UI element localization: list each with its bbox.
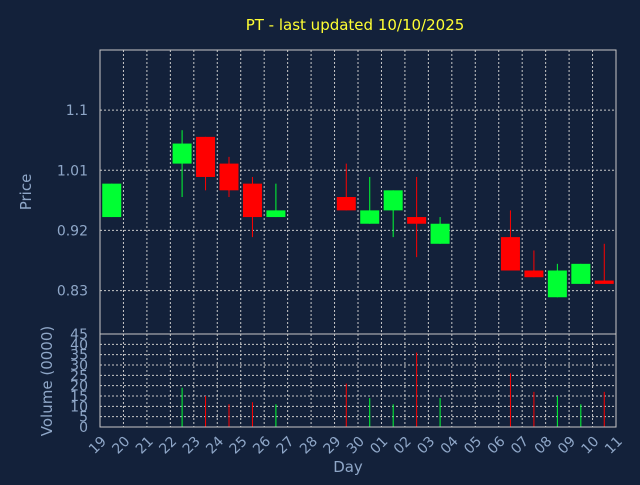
candle-body bbox=[547, 270, 567, 298]
volume-axis-label: Volume (0000) bbox=[38, 326, 56, 436]
candle-body bbox=[172, 143, 192, 164]
candle-body bbox=[430, 223, 450, 244]
volume-tick-label: 0 bbox=[79, 420, 88, 436]
candle-body bbox=[360, 210, 380, 224]
candle-body bbox=[266, 210, 286, 218]
volume-tick-label: 5 bbox=[79, 410, 88, 426]
x-axis-label: Day bbox=[333, 458, 363, 476]
candle-body bbox=[594, 280, 614, 284]
volume-tick-label: 40 bbox=[70, 337, 88, 353]
volume-tick-label: 10 bbox=[70, 399, 88, 415]
price-tick-label: 0.92 bbox=[57, 223, 88, 239]
price-tick-label: 1.1 bbox=[66, 103, 88, 119]
volume-tick-label: 15 bbox=[70, 389, 88, 405]
price-tick-label: 1.01 bbox=[57, 163, 88, 179]
candle-body bbox=[102, 183, 122, 218]
candle-body bbox=[196, 136, 216, 177]
candle-body bbox=[242, 183, 262, 218]
candle-body bbox=[219, 163, 239, 191]
candle-body bbox=[336, 197, 356, 211]
price-axis-label: Price bbox=[17, 174, 35, 211]
grid bbox=[100, 50, 616, 427]
price-tick-label: 0.83 bbox=[57, 284, 88, 300]
volume-panel-frame bbox=[99, 333, 617, 428]
candles bbox=[102, 130, 614, 298]
volume-tick-label: 30 bbox=[70, 358, 88, 374]
chart-title: PT - last updated 10/10/2025 bbox=[246, 16, 465, 34]
candle-body bbox=[383, 190, 403, 211]
candle-body bbox=[407, 217, 427, 224]
volume-tick-label: 45 bbox=[70, 327, 88, 343]
volume-tick-label: 35 bbox=[70, 348, 88, 364]
candle-body bbox=[500, 237, 520, 271]
volume-tick-label: 25 bbox=[70, 368, 88, 384]
candle-body bbox=[571, 263, 591, 284]
volume-bars bbox=[181, 352, 605, 427]
candle-body bbox=[524, 270, 544, 278]
volume-tick-label: 20 bbox=[70, 379, 88, 395]
